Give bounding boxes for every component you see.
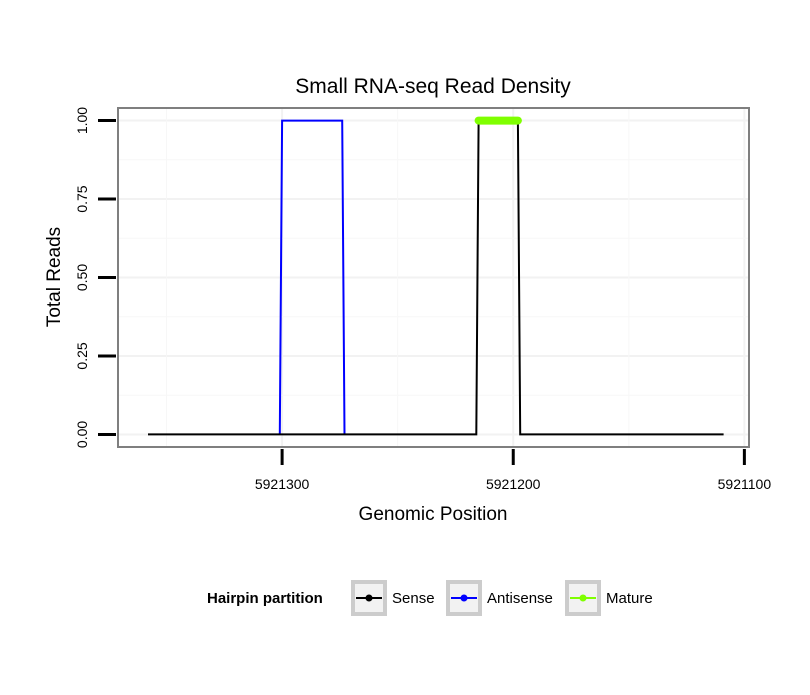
y-tick-label-3: 0.75 <box>74 185 90 212</box>
x-tick-label-2: 5921100 <box>718 476 772 492</box>
x-axis-label: Genomic Position <box>359 504 508 525</box>
x-tick-label-0: 5921300 <box>255 476 310 492</box>
plot-panel <box>117 107 750 448</box>
y-tick-label-2: 0.50 <box>74 264 90 291</box>
y-tick-label-0: 0.00 <box>74 421 90 448</box>
y-axis-label: Total Reads <box>44 227 65 327</box>
grid-minor <box>118 108 749 447</box>
y-axis: 0.00 0.25 0.50 0.75 1.00 <box>74 107 116 448</box>
x-tick-label-1: 5921200 <box>486 476 541 492</box>
legend-label-sense: Sense <box>392 590 435 607</box>
x-axis: 5921300 5921200 5921100 <box>255 449 771 492</box>
series-line-antisense <box>278 119 346 435</box>
plot-border <box>117 107 750 448</box>
y-tick-label-4: 1.00 <box>74 107 90 134</box>
legend: Hairpin partition Sense Antisense Mature <box>207 580 653 616</box>
chart-title: Small RNA-seq Read Density <box>295 75 571 98</box>
legend-key-dot-antisense <box>460 594 468 602</box>
y-tick-label-1: 0.25 <box>74 342 90 369</box>
legend-title: Hairpin partition <box>207 590 323 607</box>
legend-label-mature: Mature <box>606 590 653 607</box>
legend-key-dot-sense <box>365 594 373 602</box>
legend-label-antisense: Antisense <box>487 590 553 607</box>
series-layer <box>148 116 724 436</box>
legend-key-dot-mature <box>579 594 587 602</box>
